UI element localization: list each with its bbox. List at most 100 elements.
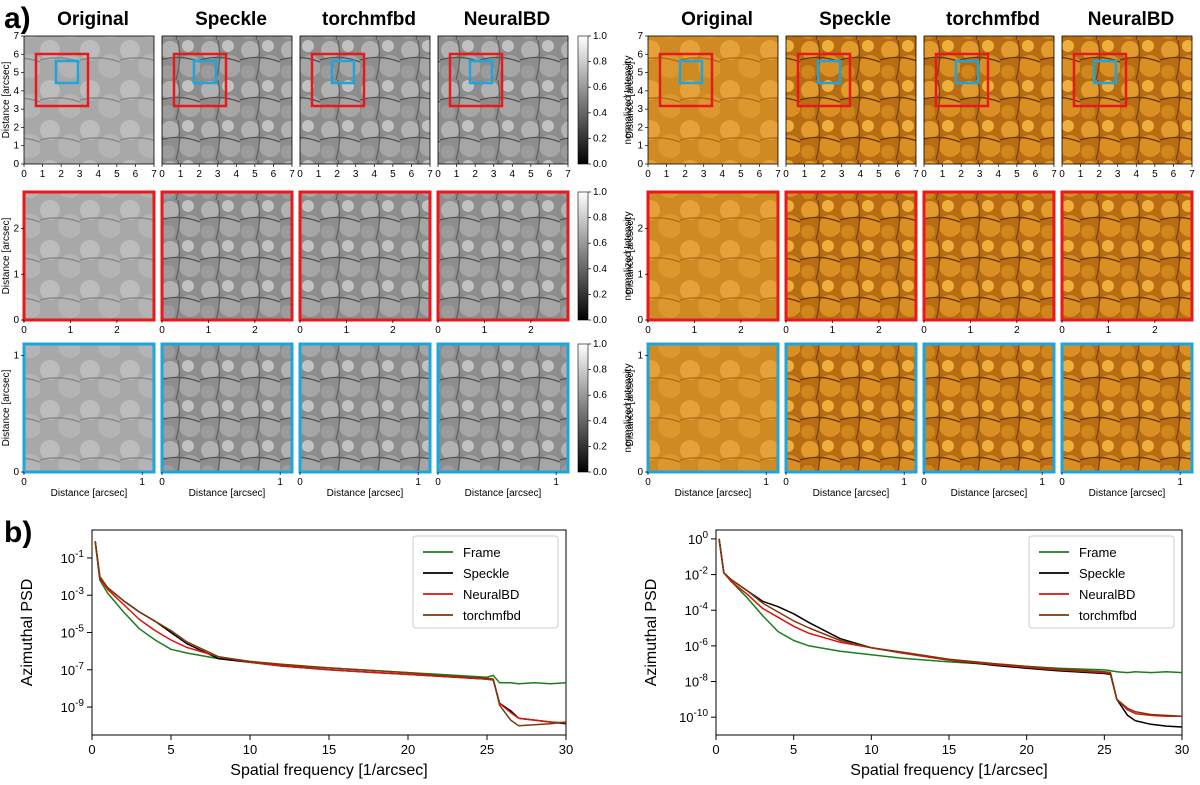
colorbar-tick-label: 0.8 (593, 213, 607, 224)
x-tick-label: 1 (940, 169, 946, 180)
image-content (1062, 192, 1192, 320)
x-tick-label: 1 (415, 477, 421, 488)
x-tick-label: 3 (491, 169, 497, 180)
image-panel: 0 1 2 3 4 5 6 7 0 1 2 3 4 5 6 7 Distance [arcsec] (1, 31, 157, 180)
image-panel: 0 1 2 3 4 5 6 7 (297, 35, 433, 180)
image-panel: 0 1 2 3 4 5 6 7 (921, 35, 1057, 180)
legend-box (412, 535, 559, 629)
x-tick-label: 7 (1189, 169, 1195, 180)
x-tick-label: 2 (58, 169, 64, 180)
x-tick-label: 5 (876, 169, 882, 180)
y-tick-label: 10-3 (61, 586, 85, 603)
colorbar-tick-label: 0.4 (593, 108, 607, 119)
x-tick-label: 4 (510, 169, 516, 180)
y-tick-label: 6 (13, 49, 19, 60)
x-tick-label: 2 (196, 169, 202, 180)
image-content (24, 344, 154, 472)
image-content (300, 192, 430, 320)
x-tick-label: 2 (958, 169, 964, 180)
y-axis-label: Azimuthal PSD (643, 579, 660, 687)
x-tick-label: 1 (763, 477, 769, 488)
image-content (648, 192, 778, 320)
y-tick-label: 10-4 (685, 601, 709, 618)
zoom-box-red (172, 52, 228, 108)
x-tick-label: 7 (151, 169, 157, 180)
image-frame (1061, 35, 1193, 165)
x-tick-label: 6 (757, 169, 763, 180)
x-tick-label: 3 (839, 169, 845, 180)
colorbar-tick-label: 0.0 (593, 467, 607, 478)
x-axis-label: Distance [arcsec] (675, 488, 752, 499)
zoom-box-blue (468, 59, 494, 85)
image-frame (785, 35, 917, 165)
x-tick-label: 0 (712, 742, 719, 757)
x-tick-label: 0 (783, 169, 789, 180)
colorbar-tick-label: 0.2 (593, 133, 607, 144)
y-tick-label: 3 (13, 104, 19, 115)
x-tick-label: 2 (682, 169, 688, 180)
x-tick-label: 0 (297, 169, 303, 180)
colorbar-tick-label: 1.0 (593, 187, 607, 198)
image-panel: 0 1 2 (297, 190, 432, 336)
psd-chart-left: 0 5 10 15 20 25 30 10-1 10-3 10-5 10-7 10-9 Spatial … (19, 529, 573, 779)
x-tick-label: 2 (1152, 325, 1158, 336)
series-line-frame (718, 538, 1183, 674)
x-tick-label: 2 (114, 325, 120, 336)
y-tick-label: 7 (13, 31, 19, 42)
zoom-frame-red (1060, 190, 1194, 322)
image-panel: 0 1 2 3 4 5 6 7 0 1 2 3 4 5 6 7 Distance [arcsec] (625, 31, 781, 180)
legend-entry: NeuralBD (463, 587, 519, 602)
x-tick-label: 0 (88, 742, 95, 757)
x-tick-label: 0 (159, 477, 165, 488)
x-tick-label: 1 (68, 325, 74, 336)
x-tick-label: 1 (316, 169, 322, 180)
zoom-box-blue (192, 59, 218, 85)
colorbar-row1 (577, 35, 589, 165)
x-tick-label: 6 (895, 169, 901, 180)
x-tick-label: 2 (1014, 325, 1020, 336)
zoom-box-red (1072, 52, 1128, 108)
colorbar-tick-label: 0.4 (593, 264, 607, 275)
image-frame (299, 35, 431, 165)
x-tick-label: 1 (40, 169, 46, 180)
x-tick-label: 0 (1059, 325, 1065, 336)
x-tick-label: 7 (289, 169, 295, 180)
y-tick-label: 10-1 (61, 549, 85, 566)
x-tick-label: 5 (167, 742, 174, 757)
column-titles-gray: Original Speckle torchmfbd NeuralBD (57, 9, 550, 30)
x-tick-label: 7 (913, 169, 919, 180)
x-tick-label: 5 (252, 169, 258, 180)
x-tick-label: 0 (435, 325, 441, 336)
colorbar-tick-label: 0.6 (593, 238, 607, 249)
y-tick-label: 2 (637, 224, 643, 235)
image-panel: 0 1 2 3 4 5 6 7 (159, 35, 295, 180)
col-title-speckle: Speckle (195, 9, 267, 30)
zoom-box-blue (54, 59, 80, 85)
colorbar-row2 (577, 191, 589, 321)
x-axis-label: Distance [arcsec] (51, 488, 128, 499)
x-tick-label: 0 (645, 325, 651, 336)
image-panel: 0 1 2 (435, 190, 570, 336)
x-tick-label: 0 (21, 169, 27, 180)
zoom-frame-red (784, 190, 918, 322)
y-tick-label: 10-2 (685, 566, 709, 583)
x-tick-label: 1 (802, 169, 808, 180)
col-title-original-2: Original (681, 9, 753, 30)
x-tick-label: 6 (1171, 169, 1177, 180)
zoom-frame-blue (160, 342, 294, 474)
x-tick-label: 4 (1134, 169, 1140, 180)
colorbar-tick-label: 0.8 (593, 365, 607, 376)
x-tick-label: 0 (1059, 169, 1065, 180)
colorbar-label: normalized Intensity (623, 364, 634, 453)
x-tick-label: 1 (968, 325, 974, 336)
x-tick-label: 2 (876, 325, 882, 336)
zoom-frame-red (646, 190, 780, 322)
image-panel: 0 1 2 (783, 190, 918, 336)
zoom-frame-red (298, 190, 432, 322)
image-frame (161, 35, 293, 165)
y-axis-label: Distance [arcsec] (625, 369, 636, 446)
x-tick-label: 7 (565, 169, 571, 180)
image-panel: 0 1 2 (1059, 190, 1194, 336)
panel-label-b: b) (4, 516, 32, 549)
zoom-box-red (934, 52, 990, 108)
